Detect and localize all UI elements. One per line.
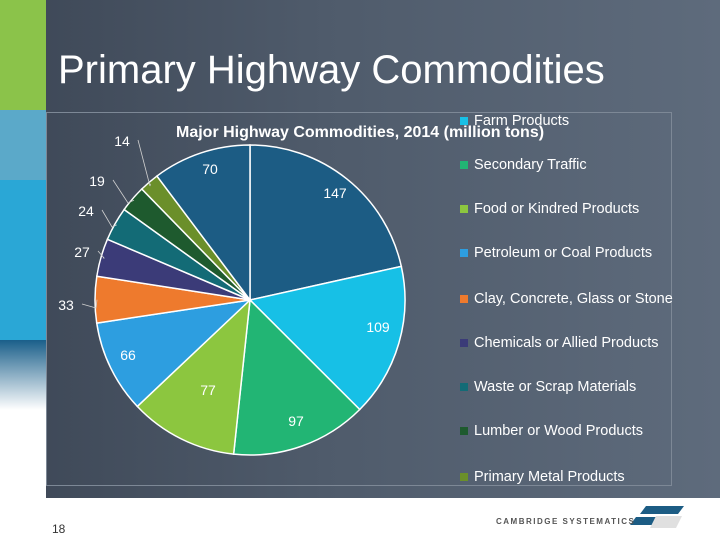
slice-value-label: 77 — [200, 382, 216, 398]
legend-label: Food or Kindred Products — [474, 201, 640, 217]
slice-value-label: 70 — [202, 161, 218, 177]
legend-label: Primary Metal Products — [474, 469, 625, 485]
chart-title: Major Highway Commodities, 2014 (million… — [176, 124, 545, 141]
legend-label: Secondary Traffic — [474, 157, 587, 173]
pie-slice — [95, 298, 253, 408]
legend-item: Petroleum or Coal Products — [460, 244, 675, 262]
legend-swatch — [460, 339, 468, 347]
pie-slice — [136, 298, 251, 455]
legend-swatch — [460, 295, 468, 303]
legend-item: Clay, Concrete, Glass or Stone — [460, 290, 675, 308]
legend-item: Primary Metal Products — [460, 468, 675, 486]
pie-slice — [248, 265, 406, 411]
logo-text: CAMBRIDGE SYSTEMATICS — [496, 517, 636, 526]
legend-item: Waste or Scrap Materials — [460, 378, 675, 396]
legend-item: Secondary Traffic — [460, 156, 675, 174]
legend-label: Waste or Scrap Materials — [474, 379, 637, 395]
legend-item: Lumber or Wood Products — [460, 422, 675, 440]
legend-label: Lumber or Wood Products — [474, 423, 643, 439]
legend-swatch — [460, 205, 468, 213]
pie-slice — [155, 144, 251, 303]
pie-slice — [249, 144, 403, 301]
slice-value-label: 33 — [58, 297, 74, 313]
chart-frame — [46, 112, 672, 486]
accent-stripe-teal — [0, 110, 46, 180]
logo-mark-icon — [630, 506, 684, 528]
legend-label: Chemicals or Allied Products — [474, 335, 659, 351]
slice-value-label: 19 — [89, 173, 105, 189]
legend-swatch — [460, 161, 468, 169]
slice-leader-line — [112, 179, 135, 204]
legend-swatch — [460, 117, 468, 125]
legend-item: Chemicals or Allied Products — [460, 334, 675, 352]
legend-item: Food or Kindred Products — [460, 200, 675, 218]
legend-label: Farm Products — [474, 113, 570, 129]
slice-leader-line — [97, 250, 105, 259]
pie-slice — [232, 298, 361, 456]
slide-title: Primary Highway Commodities — [58, 48, 605, 92]
footer-band — [46, 498, 720, 540]
slice-leader-line — [101, 209, 117, 228]
legend-label: Clay, Concrete, Glass or Stone — [474, 291, 673, 307]
slice-value-label: 14 — [114, 133, 130, 149]
legend-swatch — [460, 473, 468, 481]
accent-stripe-fade — [0, 340, 46, 540]
legend-swatch — [460, 249, 468, 257]
accent-stripe-blue — [0, 180, 46, 340]
slice-value-label: 66 — [120, 347, 136, 363]
company-logo: CAMBRIDGE SYSTEMATICS — [496, 502, 686, 532]
slice-value-label: 97 — [288, 413, 304, 429]
slice-value-label: 24 — [78, 203, 94, 219]
legend-label: Petroleum or Coal Products — [474, 245, 653, 261]
legend-swatch — [460, 427, 468, 435]
slice-leader-line — [81, 299, 98, 309]
page-number: 18 — [52, 522, 66, 536]
slice-value-label: 109 — [366, 319, 390, 335]
accent-stripe-green — [0, 0, 46, 110]
slice-leader-line — [137, 139, 151, 187]
legend-swatch — [460, 383, 468, 391]
slice-value-label: 147 — [323, 185, 347, 201]
slice-value-label: 27 — [74, 244, 90, 260]
legend-item: Farm Products — [460, 112, 675, 130]
